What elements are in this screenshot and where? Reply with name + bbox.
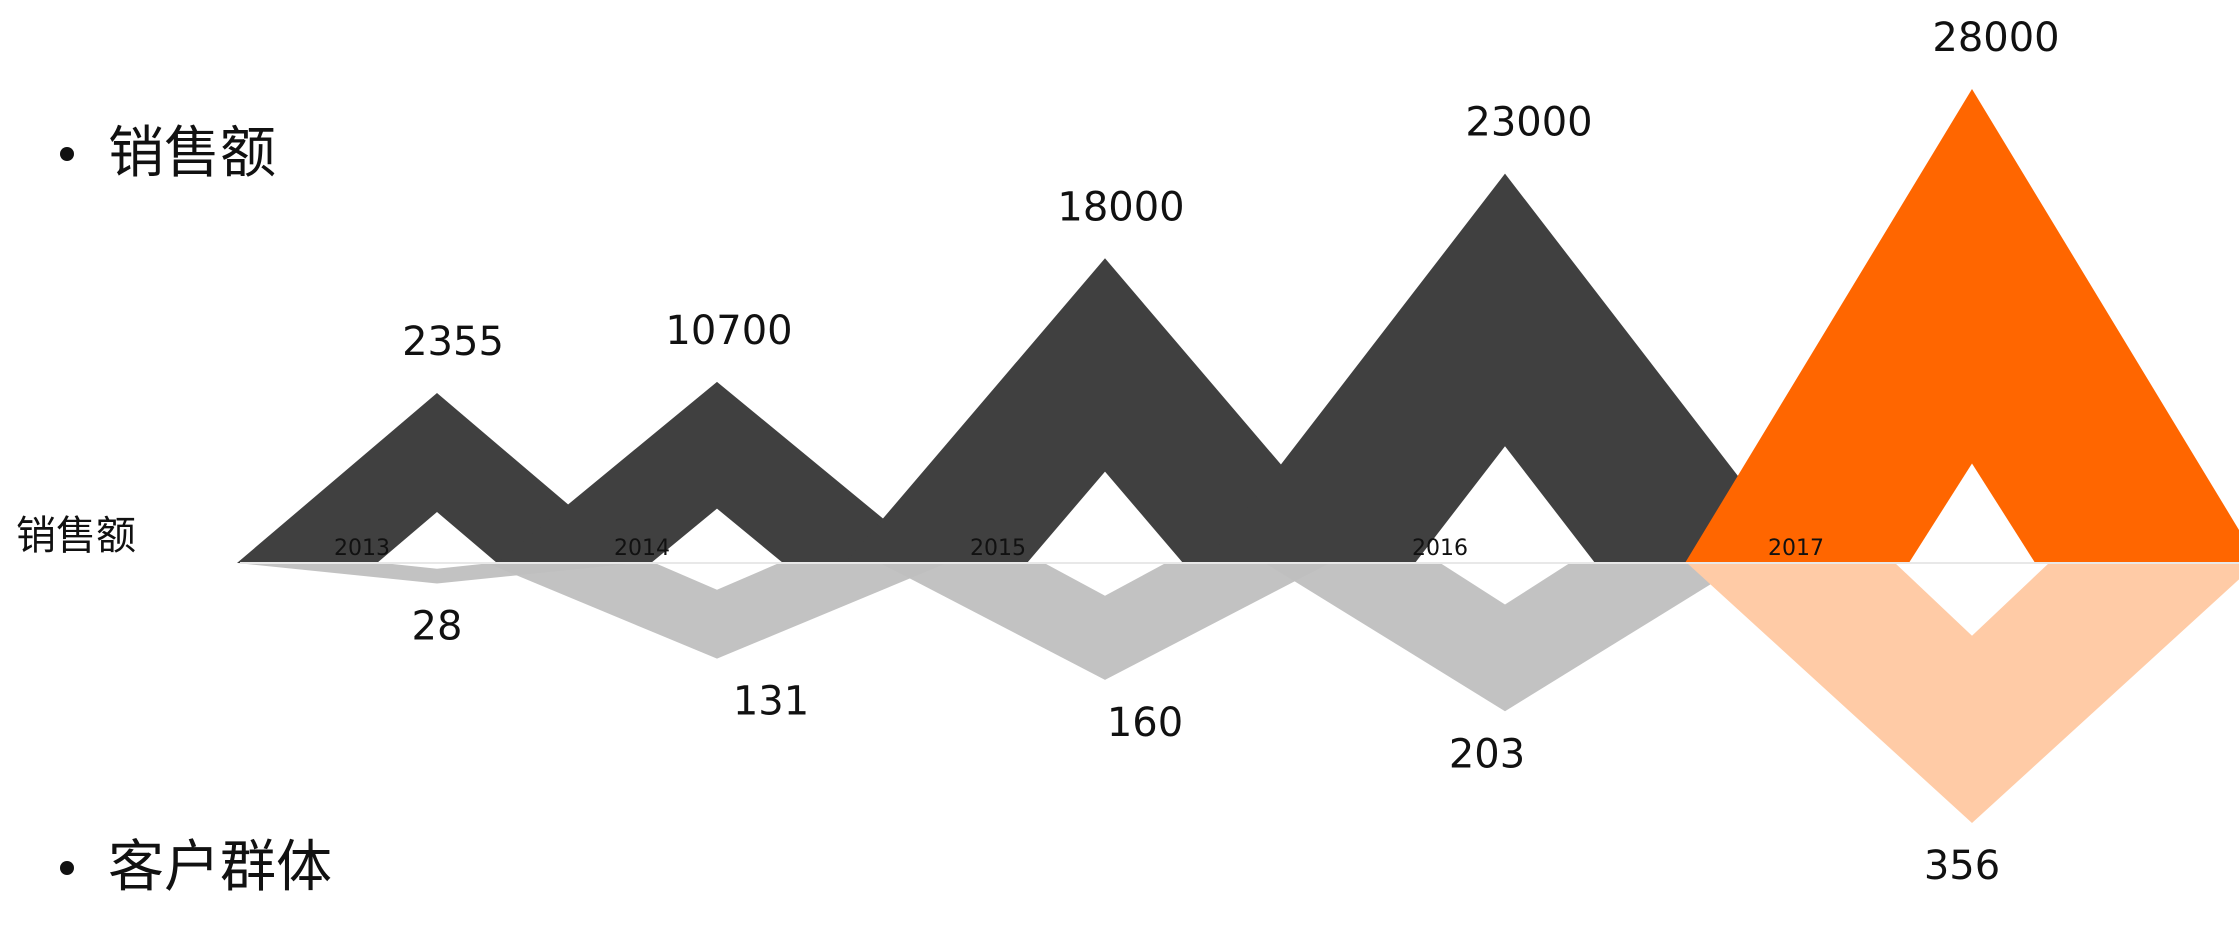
customer-notch-2015 <box>1044 563 1166 596</box>
customer-notch-2017 <box>1895 563 2049 636</box>
sales-notch-2017 <box>1908 463 2036 563</box>
sales-mark-2014 <box>497 381 937 563</box>
customer-mark-2016 <box>1265 563 1745 712</box>
sales-notch-2016 <box>1415 446 1595 563</box>
customer-value-label: 131 <box>733 679 809 725</box>
year-label-2015: 2015 <box>970 536 1026 561</box>
sales-value-label: 23000 <box>1465 100 1592 146</box>
sales-mark-2016 <box>1205 173 1805 563</box>
legend-bullet-icon <box>60 147 74 161</box>
customer-value-label: 28 <box>412 603 463 649</box>
sales-value-label: 2355 <box>402 319 504 365</box>
customer-value-label: 160 <box>1107 700 1183 746</box>
year-label-2013: 2013 <box>334 536 390 561</box>
year-label-2017: 2017 <box>1768 536 1824 561</box>
customer-notch-2013 <box>383 563 491 569</box>
year-label-2014: 2014 <box>614 536 670 561</box>
customer-mark-2014 <box>487 563 947 659</box>
sales-mark-2015 <box>845 258 1365 563</box>
sales-notch-2015 <box>1027 471 1183 563</box>
legend-sales-label: 销售额 <box>108 121 276 186</box>
customer-mark-2015 <box>880 563 1330 680</box>
sales-mark-2013 <box>237 393 637 563</box>
sales-notch-2014 <box>651 508 783 563</box>
customer-mark-2017 <box>1687 563 2239 823</box>
legend-sales: 销售额 <box>60 126 276 182</box>
legend-customers-label: 客户群体 <box>108 835 332 900</box>
legend-customers: 客户群体 <box>60 840 332 896</box>
sales-mark-2017 <box>1685 89 2239 563</box>
sales-notch-2013 <box>377 512 497 563</box>
legend-bullet-icon <box>60 861 74 875</box>
customer-notch-2016 <box>1440 563 1570 605</box>
row-label: 销售额 <box>16 513 136 559</box>
sales-value-label: 10700 <box>665 308 792 354</box>
sales-value-label: 28000 <box>1932 15 2059 61</box>
customer-value-label: 203 <box>1449 731 1525 777</box>
customer-value-label: 356 <box>1924 843 2000 889</box>
sales-value-label: 18000 <box>1057 184 1184 230</box>
year-label-2016: 2016 <box>1412 536 1468 561</box>
customer-notch-2014 <box>654 563 780 590</box>
